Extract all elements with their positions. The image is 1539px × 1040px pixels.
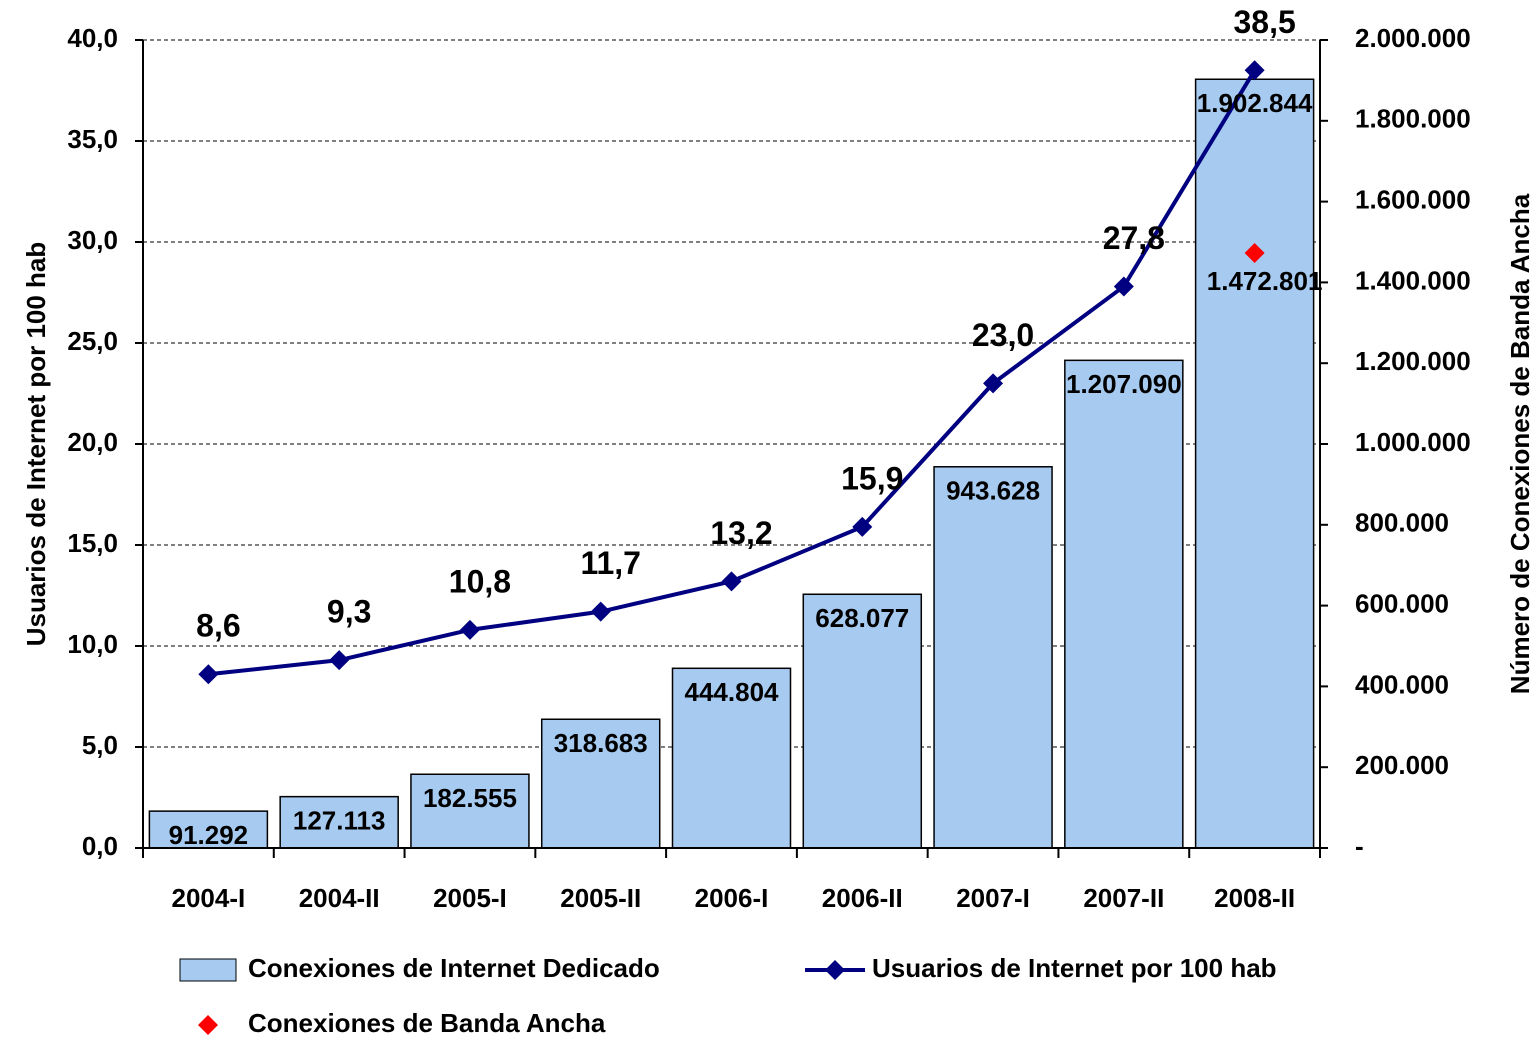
- legend-label: Conexiones de Banda Ancha: [248, 1008, 606, 1038]
- line-marker: [983, 373, 1004, 394]
- y2-tick-label: 600.000: [1355, 588, 1449, 618]
- legend-marker: [825, 960, 845, 980]
- bar: [802, 593, 923, 849]
- y2-tick-label: 1.600.000: [1355, 184, 1471, 214]
- y2-tick-label: 2.000.000: [1355, 23, 1471, 53]
- x-tick-label: 2005-II: [560, 883, 641, 913]
- y-tick-label: 5,0: [82, 730, 118, 760]
- y-tick-label: 30,0: [67, 225, 118, 255]
- y2-tick-label: 200.000: [1355, 750, 1449, 780]
- bar: [540, 718, 661, 849]
- y2-tick-label: 400.000: [1355, 669, 1449, 699]
- x-tick-label: 2006-II: [822, 883, 903, 913]
- y2-tick-label: 1.800.000: [1355, 104, 1471, 134]
- line-marker: [590, 601, 611, 622]
- bar-label: 182.555: [423, 783, 517, 813]
- y2-tick-label: 1.200.000: [1355, 346, 1471, 376]
- y-tick-label: 15,0: [67, 528, 118, 558]
- x-tick-label: 2007-I: [956, 883, 1030, 913]
- bar-label: 628.077: [815, 603, 909, 633]
- line-label: 23,0: [972, 317, 1034, 353]
- y2-tick-label: -: [1355, 831, 1364, 861]
- y-axis-title: Usuarios de Internet por 100 hab: [21, 242, 51, 647]
- bar: [1194, 78, 1315, 849]
- y2-axis-title: Número de Conexiones de Banda Ancha: [1505, 193, 1535, 694]
- bar: [410, 773, 530, 849]
- x-tick-label: 2006-I: [695, 883, 769, 913]
- legend-label: Conexiones de Internet Dedicado: [248, 953, 660, 983]
- x-tick-label: 2008-II: [1214, 883, 1295, 913]
- y2-tick-label: 1.400.000: [1355, 265, 1471, 295]
- y-tick-label: 40,0: [67, 23, 118, 53]
- legend-swatch: [179, 958, 237, 982]
- bar-label: 1.902.844: [1197, 88, 1313, 118]
- line-marker: [459, 619, 480, 640]
- y2-tick-label: 1.000.000: [1355, 427, 1471, 457]
- line-marker: [1113, 276, 1134, 297]
- x-tick-label: 2005-I: [433, 883, 507, 913]
- bar: [148, 810, 269, 849]
- line-label: 8,6: [196, 608, 240, 644]
- y-tick-label: 35,0: [67, 124, 118, 154]
- line-label: 27,8: [1103, 220, 1165, 256]
- y-tick-label: 0,0: [82, 831, 118, 861]
- point: [1244, 242, 1265, 263]
- bar: [1064, 359, 1184, 849]
- line-label: 15,9: [841, 460, 903, 496]
- bar: [671, 667, 792, 849]
- bar-label: 127.113: [293, 806, 386, 836]
- y-tick-label: 25,0: [67, 326, 118, 356]
- bar-label: 943.628: [946, 476, 1040, 506]
- line-marker: [198, 664, 219, 685]
- bar-label: 91.292: [169, 820, 249, 850]
- point-label: 1.472.801: [1207, 266, 1323, 296]
- line-marker: [721, 571, 742, 592]
- x-tick-label: 2004-II: [299, 883, 380, 913]
- line-label: 13,2: [710, 515, 772, 551]
- y-tick-label: 10,0: [67, 629, 118, 659]
- line-label: 9,3: [327, 594, 371, 630]
- legend-marker: [198, 1015, 218, 1035]
- y2-tick-label: 800.000: [1355, 508, 1449, 538]
- line-marker: [852, 516, 873, 537]
- y-tick-label: 20,0: [67, 427, 118, 457]
- bar: [279, 795, 399, 849]
- line-marker: [1244, 60, 1265, 81]
- line-label: 10,8: [449, 563, 511, 599]
- x-tick-label: 2004-I: [172, 883, 246, 913]
- bar-label: 1.207.090: [1066, 369, 1182, 399]
- bar-label: 444.804: [685, 677, 780, 707]
- x-tick-label: 2007-II: [1083, 883, 1164, 913]
- legend-label: Usuarios de Internet por 100 hab: [872, 953, 1277, 983]
- line-marker: [329, 650, 350, 671]
- bar-label: 318.683: [554, 728, 648, 758]
- line-label: 38,5: [1233, 4, 1295, 40]
- line-label: 11,7: [580, 545, 641, 581]
- bar: [933, 466, 1053, 849]
